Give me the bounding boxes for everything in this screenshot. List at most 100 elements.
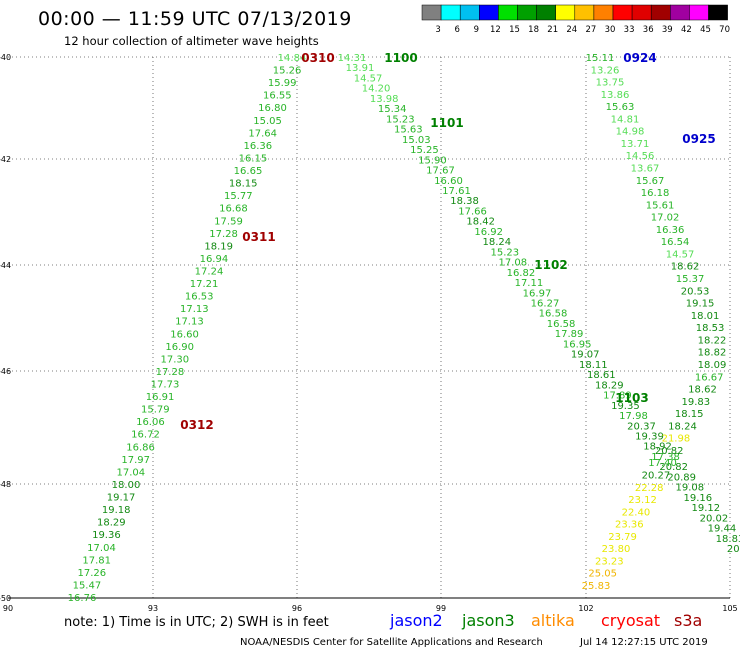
lon-label: 105 xyxy=(722,604,737,613)
swh-value: 19.18 xyxy=(102,505,131,516)
swh-value: 16.58 xyxy=(539,309,568,320)
swh-value: 17.28 xyxy=(156,367,185,378)
swh-value: 17.08 xyxy=(498,258,527,269)
pass-time-label: 1103 xyxy=(615,391,648,405)
swh-value: 17.04 xyxy=(87,543,116,554)
swh-value: 15.23 xyxy=(490,247,519,258)
swh-value: 16.95 xyxy=(563,339,592,350)
swh-value: 23.79 xyxy=(608,532,637,543)
swh-value: 16.60 xyxy=(434,176,463,187)
swh-value: 25.83 xyxy=(582,581,611,592)
timestamp: Jul 14 12:27:15 UTC 2019 xyxy=(579,637,708,648)
scale-tick-label: 27 xyxy=(585,25,596,35)
pass-time-label: 1102 xyxy=(534,258,567,272)
pass-time-labels: 0310 0311 0312 1100 1101 1102 1103 0924 0925 xyxy=(180,51,715,432)
swh-value: 18.01 xyxy=(691,311,720,322)
pass-time-label: 1101 xyxy=(430,116,463,130)
swh-value: 15.63 xyxy=(394,125,423,136)
swh-value: 16.27 xyxy=(531,299,560,310)
credit-line: NOAA/NESDIS Center for Satellite Applica… xyxy=(240,637,543,648)
scale-swatch xyxy=(708,4,728,21)
swh-value: 19.36 xyxy=(92,530,121,541)
swh-value: 17.89 xyxy=(603,391,632,402)
swh-value: 14.31 xyxy=(338,53,367,64)
swh-value: 13.75 xyxy=(596,78,625,89)
swh-value: 18.29 xyxy=(595,380,624,391)
swh-value: 19.17 xyxy=(107,493,136,504)
scale-swatch xyxy=(536,4,556,21)
swh-value: 18.29 xyxy=(97,518,126,529)
swh-value: 14.20 xyxy=(362,84,391,95)
swh-value: 15.03 xyxy=(402,135,431,146)
swh-value: 17.67 xyxy=(426,166,455,177)
scale-tick-label: 21 xyxy=(547,25,558,35)
swh-value: 16.92 xyxy=(474,227,503,238)
swh-value: 16.91 xyxy=(146,392,175,403)
pass-time-label: 1100 xyxy=(384,51,417,65)
units-note: note: 1) Time is in UTC; 2) SWH is in fe… xyxy=(64,615,329,630)
lat-label: -50 xyxy=(0,594,11,603)
swh-value: 17.13 xyxy=(175,317,204,328)
swh-value: 16.76 xyxy=(68,593,97,604)
pass-time-label: 0312 xyxy=(180,418,213,432)
scale-swatch xyxy=(689,4,709,21)
swh-value: 18.11 xyxy=(579,360,608,371)
page-subtitle: 12 hour collection of altimeter wave hei… xyxy=(64,34,319,48)
scale-tick-label: 42 xyxy=(681,25,692,35)
lon-label: 96 xyxy=(292,604,302,613)
swh-value: 19.12 xyxy=(691,503,720,514)
swh-value: 19.16 xyxy=(683,493,712,504)
swh-value: 17.11 xyxy=(515,278,544,289)
swh-value: 17.40 xyxy=(648,458,677,469)
swh-value: 20.02 xyxy=(700,513,729,524)
swh-value: 16.82 xyxy=(507,268,536,279)
swh-value: 16.36 xyxy=(243,141,272,152)
swh-value: 18.22 xyxy=(698,335,727,346)
swh-value: 23.12 xyxy=(628,495,657,506)
swh-value: 14.81 xyxy=(611,114,640,125)
swh-value: 17.97 xyxy=(121,455,150,466)
swh-value: 19.07 xyxy=(571,350,600,361)
scale-tick-label: 12 xyxy=(490,25,501,35)
swh-value: 13.67 xyxy=(631,164,660,175)
swh-value: 18.61 xyxy=(587,370,616,381)
swh-value: 21.98 xyxy=(662,434,691,445)
swh-value: 13.26 xyxy=(591,65,620,76)
swh-value: 19.15 xyxy=(686,299,715,310)
swh-value: 15.77 xyxy=(224,191,253,202)
pass-time-label: 0310 xyxy=(301,51,334,65)
lon-label: 93 xyxy=(148,604,158,613)
lat-label: -40 xyxy=(0,53,11,62)
swh-value: 18.83 xyxy=(716,534,740,545)
swh-value: 14.98 xyxy=(616,127,645,138)
scale-tick-label: 24 xyxy=(566,25,577,35)
scale-swatch xyxy=(459,4,480,21)
swh-value: 20.89 xyxy=(667,472,696,483)
scale-swatch xyxy=(555,4,576,21)
swh-value: 19.39 xyxy=(635,432,664,443)
scale-swatch xyxy=(593,4,614,21)
swh-value: 16.68 xyxy=(219,204,248,215)
swh-value: 15.11 xyxy=(586,53,615,64)
scale-swatch xyxy=(421,4,442,21)
scale-tick-label: 6 xyxy=(454,25,459,35)
swh-value: 19.44 xyxy=(708,524,737,535)
scale-swatch xyxy=(631,4,652,21)
swh-value: 16.06 xyxy=(136,417,165,428)
swh-value: 15.47 xyxy=(73,580,102,591)
swh-value: 16.55 xyxy=(263,91,292,102)
scale-swatch xyxy=(612,4,633,21)
swh-value: 17.30 xyxy=(160,354,189,365)
swh-value: 17.28 xyxy=(209,229,238,240)
legend-cryosat: cryosat xyxy=(601,611,660,630)
swh-value: 16.80 xyxy=(258,103,287,114)
swh-value: 15.61 xyxy=(646,200,675,211)
lat-label: -42 xyxy=(0,155,11,164)
swh-value: 18.24 xyxy=(482,237,511,248)
swh-value: 18.00 xyxy=(112,480,141,491)
lon-label: 99 xyxy=(436,604,446,613)
swh-value: 15.23 xyxy=(386,114,415,125)
swh-value: 17.38 xyxy=(651,452,680,463)
swh-value: 13.86 xyxy=(601,90,630,101)
